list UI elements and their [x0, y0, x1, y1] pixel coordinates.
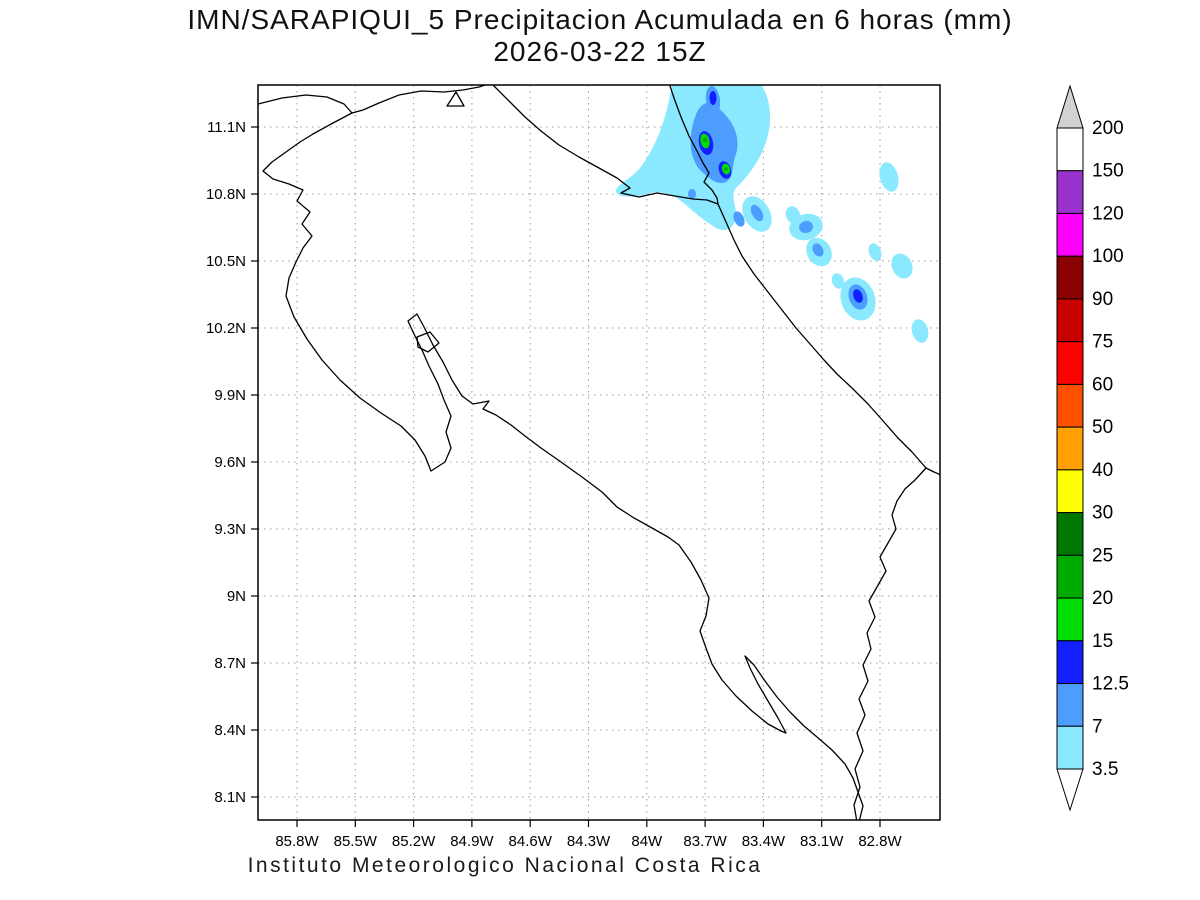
precip-cell-3.5mm: [868, 243, 882, 261]
grid-lines: [258, 85, 940, 820]
colorbar-segment: [1056, 683, 1084, 727]
colorbar-label: 150: [1092, 161, 1124, 182]
pacific-coastline: [262, 133, 864, 820]
colorbar-label: 50: [1092, 417, 1113, 438]
lat-axis-label: 8.1N: [214, 789, 246, 806]
colorbar-segment: [1056, 255, 1084, 300]
lon-axis-label: 85.2W: [392, 833, 436, 850]
precip-core-7mm: [799, 220, 813, 234]
lat-axis-label: 9.9N: [214, 387, 246, 404]
precip-core-12.5mm: [709, 91, 717, 105]
colorbar-segment: [1056, 212, 1084, 257]
colorbar-label: 7: [1092, 716, 1103, 737]
lon-axis-label: 84.6W: [509, 833, 553, 850]
lon-axis-label: 84.3W: [567, 833, 611, 850]
precip-core-7mm: [733, 211, 745, 227]
caribbean-coastline: [668, 85, 940, 476]
colorbar-segment: [1056, 640, 1084, 685]
colorbar-label: 75: [1092, 332, 1113, 353]
colorbar-label: 100: [1092, 246, 1124, 267]
plot-subtitle: 2026-03-22 15Z: [493, 36, 707, 67]
colorbar-segment: [1056, 597, 1084, 642]
coastline-layer: [258, 85, 940, 820]
precipitation-shading: [615, 85, 929, 343]
colorbar-segment: [1056, 426, 1084, 471]
colorbar-segment: [1056, 512, 1084, 556]
precip-core-7mm: [750, 204, 764, 222]
lon-axis-label: 83.7W: [683, 833, 727, 850]
lon-axis-label: 82.8W: [858, 833, 902, 850]
nicaragua-border-west: [312, 112, 353, 135]
lat-axis-label: 9.3N: [214, 521, 246, 538]
colorbar-label: 3.5: [1092, 759, 1118, 780]
precip-cell-3.5mm: [831, 273, 845, 289]
colorbar-label: 200: [1092, 118, 1124, 139]
isla-chira: [416, 331, 440, 353]
precip-cell-3.5mm: [911, 319, 929, 343]
precip-core-12.5mm: [853, 289, 863, 303]
precip-core-7mm: [812, 243, 824, 257]
lat-axis-label: 9N: [227, 588, 246, 605]
colorbar-segment: [1056, 554, 1084, 599]
lon-axis-label: 85.5W: [334, 833, 378, 850]
colorbar-label: 12.5: [1092, 674, 1129, 695]
panama-border: [853, 467, 927, 820]
colorbar-label: 40: [1092, 460, 1113, 481]
lon-axis-label: 84.9W: [450, 833, 494, 850]
colorbar-legend: 200 150 120 100 90 75 60 50 40 30 25 20 15 12.5 7 3.5: [1056, 84, 1129, 812]
plot-title: IMN/SARAPIQUI_5 Precipitacion Acumulada …: [187, 4, 1013, 35]
nicaragua-border-san-juan-river: [493, 85, 719, 205]
lon-axis-label: 85.8W: [275, 833, 319, 850]
lat-axis-label: 10.5N: [206, 253, 246, 270]
footer-credit: Instituto Meteorologico Nacional Costa R…: [247, 854, 763, 877]
colorbar-segment: [1056, 383, 1084, 428]
precip-core-7mm: [688, 189, 696, 199]
colorbar-top-arrow: [1056, 84, 1084, 129]
colorbar-label: 90: [1092, 289, 1113, 310]
precip-band-3.5mm: [615, 85, 770, 231]
precip-cell-3.5mm: [879, 162, 899, 192]
precip-cell-3.5mm: [891, 253, 913, 279]
lat-axis-label: 10.8N: [206, 186, 246, 203]
lon-axis-label: 83.4W: [742, 833, 786, 850]
lake-nicaragua-shore: [258, 85, 488, 114]
colorbar-label: 20: [1092, 588, 1113, 609]
colorbar-segment: [1056, 469, 1084, 514]
lat-axis-label: 8.7N: [214, 655, 246, 672]
axis-ticks: [251, 126, 881, 827]
colorbar-bottom-arrow: [1056, 768, 1084, 812]
lake-island: [446, 91, 465, 107]
precip-core-20mm: [702, 137, 708, 143]
lon-axis-label: 83.1W: [800, 833, 844, 850]
lon-axis-label: 84W: [631, 833, 663, 850]
lat-axis-label: 8.4N: [214, 722, 246, 739]
axis-labels: 85.8W 85.5W 85.2W 84.9W 84.6W 84.3W 84W 83.7W 83…: [206, 119, 903, 850]
colorbar-segment: [1056, 341, 1084, 385]
lat-axis-label: 10.2N: [206, 320, 246, 337]
precip-core-20mm: [724, 167, 728, 171]
colorbar-label: 15: [1092, 631, 1113, 652]
colorbar-segment: [1056, 127, 1084, 172]
colorbar-segment: [1056, 170, 1084, 214]
map-frame: [257, 84, 941, 821]
colorbar-label: 30: [1092, 503, 1113, 524]
lat-axis-label: 11.1N: [207, 119, 246, 136]
colorbar-label: 120: [1092, 203, 1124, 224]
colorbar-segment: [1056, 298, 1084, 343]
colorbar-segment: [1056, 725, 1084, 770]
colorbar-label: 60: [1092, 374, 1113, 395]
lat-axis-label: 9.6N: [214, 454, 246, 471]
colorbar-label: 25: [1092, 545, 1113, 566]
